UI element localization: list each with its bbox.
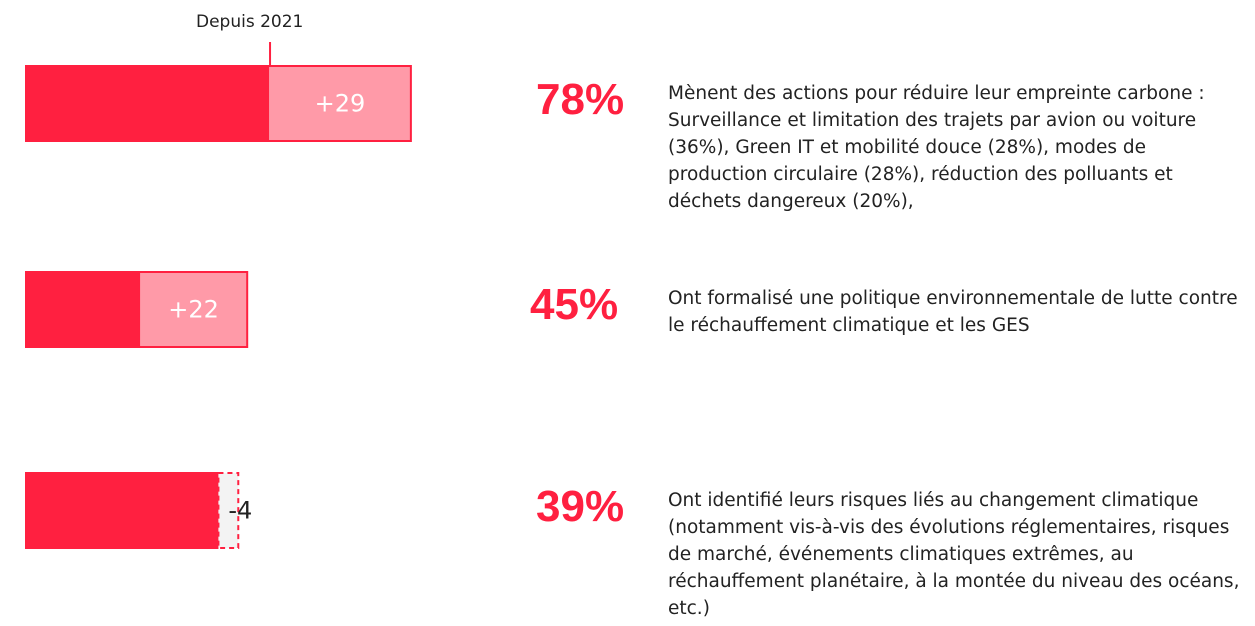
- bar-change: [217, 472, 240, 549]
- change-label: +29: [315, 90, 366, 118]
- bar-base: [25, 472, 219, 549]
- description: Ont formalisé une politique environnemen…: [668, 288, 1238, 336]
- annotation: Depuis 2021: [196, 12, 304, 32]
- bar-change: [138, 271, 249, 348]
- description: Ont identifié leurs risques liés au chan…: [668, 490, 1240, 619]
- bar-base: [25, 271, 140, 348]
- value-label: 78%: [536, 75, 625, 124]
- change-label: +22: [168, 296, 219, 324]
- value-label: 45%: [530, 280, 619, 329]
- bar-change: [267, 65, 412, 142]
- change-label: -4: [228, 497, 252, 525]
- description: Mènent des actions pour réduire leur emp…: [668, 83, 1205, 212]
- bar-base: [25, 65, 269, 142]
- value-label: 39%: [536, 482, 625, 531]
